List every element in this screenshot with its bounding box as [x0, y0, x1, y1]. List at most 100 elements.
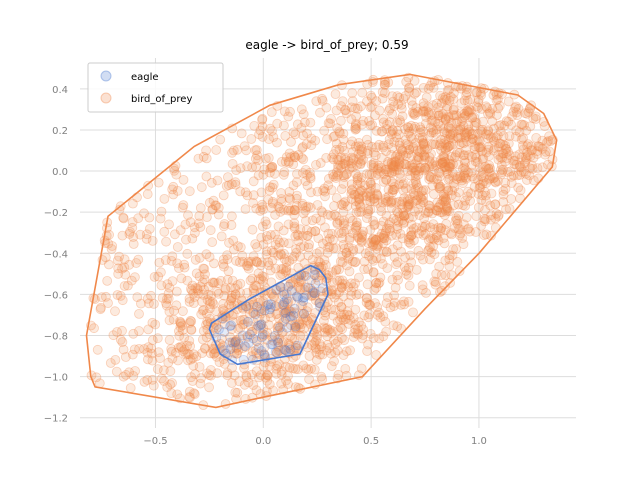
bird-of-prey-point [338, 215, 349, 226]
bird-of-prey-point [155, 267, 166, 278]
bird-of-prey-point [389, 156, 400, 167]
bird-of-prey-point [428, 139, 439, 150]
bird-of-prey-point [372, 241, 383, 252]
bird-of-prey-point [471, 87, 482, 98]
bird-of-prey-point [437, 158, 448, 169]
bird-of-prey-point [403, 296, 414, 307]
bird-of-prey-point [246, 134, 257, 144]
bird-of-prey-point [142, 354, 153, 365]
bird-of-prey-point [455, 171, 466, 182]
bird-of-prey-point [207, 237, 218, 248]
bird-of-prey-point [342, 201, 353, 212]
bird-of-prey-point [186, 372, 197, 383]
bird-of-prey-point [276, 378, 287, 389]
bird-of-prey-point [392, 223, 403, 234]
bird-of-prey-point [334, 215, 345, 226]
bird-of-prey-point [500, 183, 511, 194]
bird-of-prey-point [420, 229, 431, 239]
bird-of-prey-point [156, 373, 167, 384]
bird-of-prey-point [435, 207, 446, 218]
bird-of-prey-point [231, 343, 242, 354]
bird-of-prey-point [195, 281, 206, 292]
bird-of-prey-point [525, 121, 536, 132]
bird-of-prey-point [389, 290, 400, 301]
bird-of-prey-point [263, 260, 274, 271]
eagle-point [250, 309, 261, 320]
bird-of-prey-point [338, 239, 349, 250]
bird-of-prey-point [350, 278, 360, 289]
bird-of-prey-point [340, 196, 351, 207]
bird-of-prey-point [460, 200, 471, 211]
bird-of-prey-point [440, 270, 451, 281]
bird-of-prey-point [335, 256, 346, 267]
bird-of-prey-point [413, 203, 424, 214]
bird-of-prey-point [403, 234, 414, 245]
bird-of-prey-point [475, 125, 486, 136]
bird-of-prey-point [444, 85, 454, 95]
bird-of-prey-point [487, 103, 498, 114]
bird-of-prey-point [408, 235, 419, 246]
bird-of-prey-point [376, 220, 387, 231]
bird-of-prey-point [450, 191, 461, 202]
bird-of-prey-point [198, 325, 209, 336]
bird-of-prey-point [448, 105, 459, 115]
bird-of-prey-point [232, 144, 243, 155]
bird-of-prey-point [328, 154, 339, 165]
bird-of-prey-point [287, 333, 298, 344]
bird-of-prey-point [392, 270, 403, 281]
bird-of-prey-point [184, 186, 195, 197]
bird-of-prey-point [469, 121, 480, 131]
bird-of-prey-point [354, 197, 365, 208]
bird-of-prey-point [444, 254, 455, 265]
bird-of-prey-point [516, 119, 527, 130]
bird-of-prey-point [230, 387, 241, 398]
bird-of-prey-point [329, 209, 340, 220]
bird-of-prey-point [207, 277, 218, 288]
bird-of-prey-point [188, 388, 199, 399]
bird-of-prey-point [258, 323, 269, 334]
bird-of-prey-point [419, 138, 430, 149]
bird-of-prey-point [96, 302, 106, 313]
bird-of-prey-point [429, 234, 440, 245]
bird-of-prey-point [284, 186, 295, 197]
bird-of-prey-point [271, 368, 282, 379]
bird-of-prey-point [481, 163, 492, 174]
bird-of-prey-point [523, 107, 534, 117]
bird-of-prey-point [240, 204, 251, 215]
bird-of-prey-point [354, 243, 365, 254]
bird-of-prey-point [375, 166, 386, 177]
bird-of-prey-point [334, 126, 345, 137]
bird-of-prey-point [279, 300, 290, 311]
bird-of-prey-point [479, 213, 490, 224]
bird-of-prey-point [285, 278, 296, 289]
bird-of-prey-point [277, 327, 288, 338]
bird-of-prey-point [155, 213, 166, 224]
bird-of-prey-point [310, 295, 321, 306]
bird-of-prey-point [354, 194, 365, 205]
bird-of-prey-point [261, 300, 271, 311]
bird-of-prey-point [405, 238, 416, 249]
bird-of-prey-point [424, 152, 435, 163]
bird-of-prey-point [284, 305, 295, 316]
bird-of-prey-point [111, 366, 122, 377]
bird-of-prey-point [357, 230, 368, 241]
bird-of-prey-point [186, 316, 197, 327]
bird-of-prey-point [488, 145, 499, 156]
bird-of-prey-point [198, 289, 209, 300]
bird-of-prey-point [211, 323, 222, 333]
bird-of-prey-point [419, 141, 430, 152]
bird-of-prey-point [228, 342, 239, 353]
bird-of-prey-point [496, 169, 507, 180]
bird-of-prey-point [495, 138, 506, 149]
bird-of-prey-point [286, 296, 297, 307]
bird-of-prey-point [471, 101, 482, 112]
bird-of-prey-point [225, 295, 236, 306]
bird-of-prey-point [425, 171, 436, 182]
bird-of-prey-point [342, 306, 353, 317]
bird-of-prey-point [491, 132, 502, 143]
bird-of-prey-point [462, 105, 473, 116]
bird-of-prey-point [143, 324, 154, 335]
bird-of-prey-point [455, 122, 466, 132]
bird-of-prey-point [494, 100, 505, 111]
bird-of-prey-point [315, 257, 325, 268]
